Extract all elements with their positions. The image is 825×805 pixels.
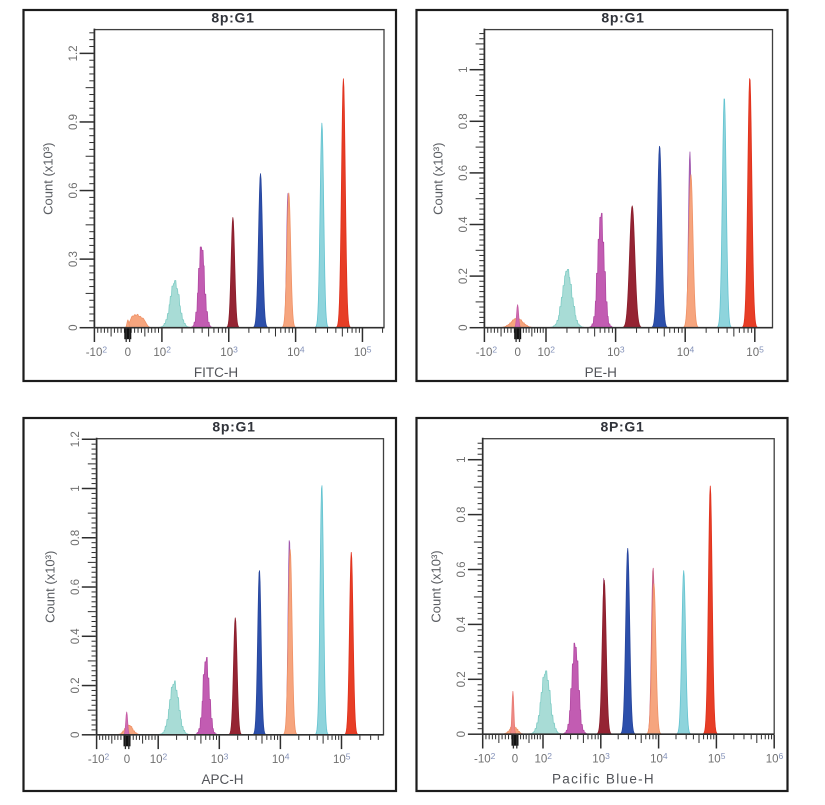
svg-text:-102: -102 [476, 345, 498, 360]
svg-text:1: 1 [70, 485, 82, 491]
svg-text:Count (x10³): Count (x10³) [429, 550, 444, 622]
svg-text:Count (x10³): Count (x10³) [43, 551, 58, 623]
svg-text:0.2: 0.2 [458, 268, 470, 284]
svg-text:0.2: 0.2 [456, 671, 468, 687]
svg-text:0.6: 0.6 [70, 579, 82, 595]
svg-text:0.6: 0.6 [458, 165, 470, 181]
svg-text:0.4: 0.4 [456, 616, 468, 633]
svg-text:-102: -102 [88, 752, 110, 767]
svg-text:0: 0 [68, 324, 80, 330]
svg-text:0.8: 0.8 [458, 113, 470, 129]
svg-text:0.4: 0.4 [458, 216, 470, 233]
svg-text:Pacific Blue-H: Pacific Blue-H [552, 772, 655, 787]
svg-text:8p:G1: 8p:G1 [211, 9, 254, 25]
svg-text:8P:G1: 8P:G1 [601, 419, 645, 435]
svg-text:8p:G1: 8p:G1 [212, 419, 255, 435]
svg-text:FITC-H: FITC-H [194, 365, 238, 380]
svg-text:0.8: 0.8 [70, 530, 82, 546]
svg-text:0.9: 0.9 [68, 114, 80, 130]
svg-text:1: 1 [456, 456, 468, 462]
svg-text:0: 0 [124, 754, 130, 766]
svg-text:1.2: 1.2 [70, 431, 82, 447]
svg-text:0.6: 0.6 [68, 183, 80, 199]
svg-text:Count (x10³): Count (x10³) [430, 143, 445, 215]
svg-text:0.2: 0.2 [70, 678, 82, 694]
svg-text:0: 0 [512, 754, 518, 766]
svg-text:0: 0 [514, 347, 520, 359]
svg-text:0.8: 0.8 [456, 507, 468, 523]
svg-text:PE-H: PE-H [585, 365, 617, 380]
svg-text:0: 0 [456, 731, 468, 737]
svg-text:0: 0 [70, 732, 82, 738]
svg-text:APC-H: APC-H [201, 772, 243, 787]
svg-text:0.4: 0.4 [70, 628, 82, 645]
svg-text:0: 0 [458, 324, 470, 330]
svg-text:8p:G1: 8p:G1 [601, 9, 644, 25]
svg-text:-102: -102 [474, 751, 496, 766]
svg-text:1.2: 1.2 [68, 45, 80, 61]
svg-text:0: 0 [125, 347, 131, 359]
svg-text:1: 1 [458, 66, 470, 72]
svg-text:0.6: 0.6 [456, 562, 468, 578]
svg-text:Count (x10³): Count (x10³) [40, 143, 55, 215]
svg-text:0.3: 0.3 [68, 251, 80, 267]
svg-text:-102: -102 [86, 345, 108, 360]
